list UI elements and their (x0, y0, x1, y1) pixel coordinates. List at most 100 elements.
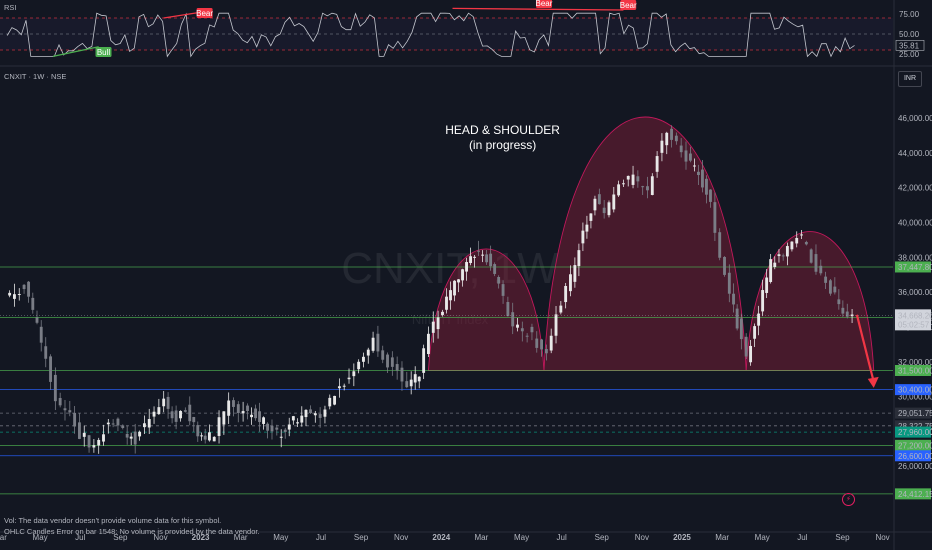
candle-body (212, 436, 216, 442)
candle (246, 403, 249, 420)
candle-body (589, 213, 593, 221)
badge-label: Bear (196, 9, 213, 18)
candle-body (362, 356, 365, 362)
candle-body (585, 224, 589, 232)
candle-body (371, 337, 375, 351)
candle-body (665, 132, 669, 146)
candle-body (400, 367, 404, 382)
candle (422, 344, 426, 380)
candle-body (121, 425, 125, 429)
candle-body (68, 410, 72, 413)
candle (323, 405, 327, 424)
candle (207, 424, 211, 442)
candle-body (13, 294, 16, 299)
candle-body (309, 409, 312, 414)
candle (559, 301, 563, 315)
head-arc (543, 116, 747, 371)
badge-bg (95, 47, 112, 57)
price-level-tag-label: 29,051.75 (898, 409, 932, 418)
candle (777, 249, 781, 263)
candle (602, 199, 606, 219)
candle (347, 368, 351, 384)
candle-body (347, 377, 351, 380)
candle (313, 410, 317, 423)
candle (222, 411, 226, 435)
price-level-tag-label: 37,447.80 (898, 263, 932, 272)
candle (573, 257, 577, 288)
candle (92, 439, 96, 453)
candle (833, 277, 837, 295)
candle-body (337, 386, 341, 389)
candle-body (833, 286, 837, 293)
candle-body (814, 254, 818, 272)
projection-arrow-head (867, 376, 879, 388)
candle (49, 354, 52, 390)
rsi-value-label: 35.81 (899, 41, 920, 50)
pattern-title: HEAD & SHOULDER (445, 123, 560, 137)
candle (489, 245, 493, 271)
candle (650, 173, 654, 196)
candle-body (489, 253, 493, 267)
time-tick-label: Mar (475, 533, 489, 542)
time-tick-label: Jul (75, 533, 85, 542)
candle (636, 170, 640, 188)
candle-body (753, 326, 757, 339)
candle-body (8, 292, 12, 296)
candle (735, 304, 739, 331)
candle-body (77, 422, 81, 439)
candle (142, 415, 146, 435)
candle (262, 416, 266, 430)
candle (824, 271, 828, 289)
candle-body (431, 321, 435, 333)
candle-body (445, 296, 448, 310)
candle (133, 423, 137, 454)
candle-body (147, 419, 151, 428)
candle-body (44, 346, 48, 359)
bear-badge-1: Bear (196, 8, 213, 18)
candle-body (116, 418, 120, 426)
candle-body (17, 294, 21, 296)
candle (279, 429, 283, 448)
candle-body (525, 335, 529, 337)
candle-body (520, 328, 524, 332)
candle (569, 265, 572, 297)
candle (417, 376, 421, 389)
candle-body (422, 348, 426, 373)
candle (828, 278, 832, 296)
candle (232, 397, 235, 417)
candle-body (777, 254, 781, 257)
time-tick-label: Sep (595, 533, 610, 542)
candle (540, 338, 544, 357)
candle (696, 164, 700, 186)
price-level-tag-bg (895, 420, 931, 432)
candle-body (457, 279, 460, 283)
candle-body (328, 397, 332, 407)
candle-body (39, 326, 43, 343)
candle (589, 213, 593, 229)
candle-body (660, 140, 664, 153)
currency-button[interactable]: INR (898, 71, 922, 87)
rsi-label: RSI (4, 3, 17, 12)
candle (441, 309, 444, 317)
candle (318, 407, 322, 428)
candle (739, 313, 743, 350)
candle-body (641, 186, 645, 188)
candle (68, 400, 72, 417)
candle (138, 430, 142, 441)
candle (769, 253, 773, 284)
candle (535, 331, 539, 353)
candle (612, 186, 616, 213)
price-tick-label: 32,000.00 (898, 358, 932, 367)
price-tick-label: 42,000.00 (898, 184, 932, 193)
candle-body (409, 379, 413, 387)
candle-body (287, 424, 291, 430)
lightning-icon[interactable]: ⚡ (842, 493, 855, 506)
candle (333, 395, 337, 406)
candle-body (781, 255, 785, 257)
price-level-tag-bg (895, 488, 931, 500)
candle (357, 359, 361, 374)
candle-body (718, 232, 722, 258)
candle-body (564, 285, 568, 303)
